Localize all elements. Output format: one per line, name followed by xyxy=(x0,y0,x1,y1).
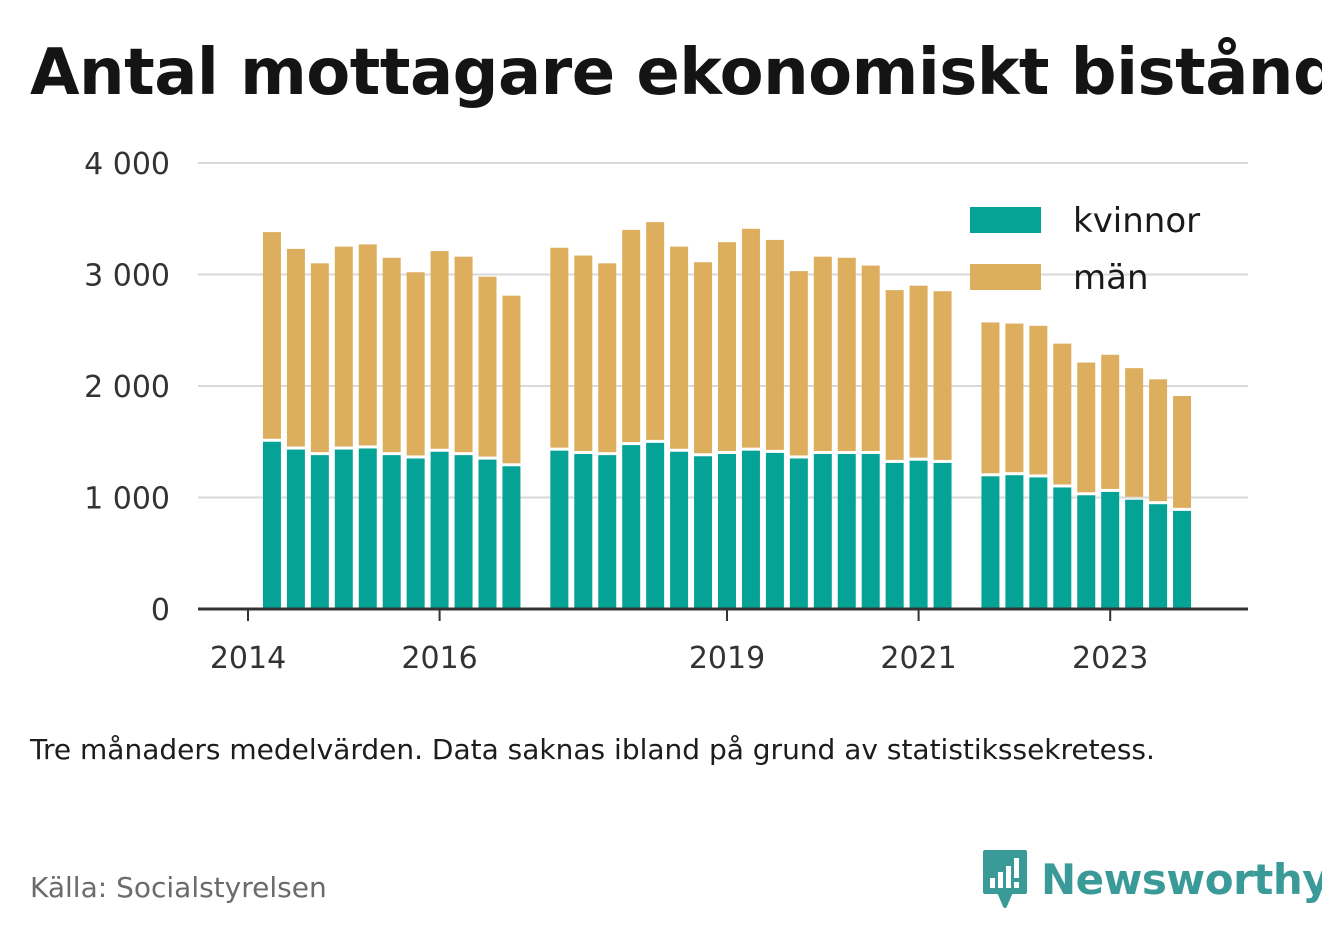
newsworthy-logo-icon xyxy=(983,850,1027,908)
bar-man xyxy=(1053,343,1072,485)
bar-kvinnor xyxy=(430,451,449,609)
bar-kvinnor xyxy=(550,450,569,609)
bar-kvinnor xyxy=(598,455,617,609)
y-tick-label: 4 000 xyxy=(84,147,170,182)
bar-man xyxy=(670,246,689,449)
y-tick-label: 1 000 xyxy=(84,482,170,517)
legend: kvinnor män xyxy=(970,201,1200,298)
bar-kvinnor xyxy=(837,454,856,609)
bar-kvinnor xyxy=(1173,510,1192,609)
bar-kvinnor xyxy=(358,448,377,609)
bar-kvinnor xyxy=(813,454,832,609)
bar-kvinnor xyxy=(670,451,689,609)
bar-man xyxy=(358,244,377,446)
bar-kvinnor xyxy=(1029,477,1048,609)
y-tick-label: 2 000 xyxy=(84,370,170,405)
x-tick-label: 2016 xyxy=(401,641,477,676)
bar-kvinnor xyxy=(334,449,353,609)
bar-man xyxy=(574,255,593,452)
bar-kvinnor xyxy=(981,476,1000,609)
bar-man xyxy=(334,246,353,447)
bar-man xyxy=(765,239,784,450)
bar-man xyxy=(550,247,569,448)
bar-kvinnor xyxy=(286,449,305,609)
legend-label-man: män xyxy=(1073,258,1149,298)
chart-note: Tre månaders medelvärden. Data saknas ib… xyxy=(30,733,1155,766)
y-tick-label: 3 000 xyxy=(84,259,170,294)
bar-man xyxy=(1149,379,1168,502)
bar-kvinnor xyxy=(1053,487,1072,609)
bar-man xyxy=(909,285,928,458)
bar-kvinnor xyxy=(502,466,521,609)
bar-man xyxy=(286,248,305,447)
x-tick-label: 2023 xyxy=(1072,641,1148,676)
bar-man xyxy=(981,322,1000,474)
bar-kvinnor xyxy=(262,441,281,609)
bar-kvinnor xyxy=(1125,499,1144,609)
bar-man xyxy=(406,272,425,456)
bar-man xyxy=(885,290,904,460)
x-tick-label: 2021 xyxy=(880,641,956,676)
bar-kvinnor xyxy=(909,460,928,609)
bar-kvinnor xyxy=(933,462,952,609)
bar-man xyxy=(861,265,880,452)
bar-man xyxy=(933,291,952,460)
bar-kvinnor xyxy=(310,455,329,609)
bar-kvinnor xyxy=(574,454,593,609)
bar-man xyxy=(813,256,832,452)
y-tick-label: 0 xyxy=(151,593,170,628)
bar-kvinnor xyxy=(382,455,401,609)
bar-man xyxy=(741,228,760,448)
bar-kvinnor xyxy=(1101,491,1120,609)
bar-man xyxy=(454,256,473,453)
bar-man xyxy=(1077,362,1096,493)
y-axis-ticks: 0 1 000 2 000 3 000 4 000 xyxy=(84,147,170,628)
bar-man xyxy=(718,242,736,452)
source-text: Källa: Socialstyrelsen xyxy=(30,871,327,904)
bar-man xyxy=(1125,368,1144,497)
bar-man xyxy=(622,229,641,443)
bar-man xyxy=(1101,354,1120,489)
bar-man xyxy=(502,295,521,464)
bar-kvinnor xyxy=(1149,504,1168,609)
bar-kvinnor xyxy=(694,456,713,609)
bar-kvinnor xyxy=(741,450,760,609)
bar-kvinnor xyxy=(1005,475,1024,609)
bar-man xyxy=(694,262,713,454)
bar-kvinnor xyxy=(646,442,665,609)
bar-man xyxy=(598,263,617,453)
bar-man xyxy=(430,251,449,449)
bar-man xyxy=(382,257,401,453)
x-tick-label: 2014 xyxy=(210,641,286,676)
brand-name: Newsworthy xyxy=(1041,854,1322,904)
bar-kvinnor xyxy=(718,454,736,609)
legend-swatch-man xyxy=(970,264,1041,290)
bar-kvinnor xyxy=(454,455,473,609)
bar-man xyxy=(646,222,665,440)
bar-kvinnor xyxy=(406,458,425,609)
bars xyxy=(262,222,1192,609)
bar-kvinnor xyxy=(885,462,904,609)
bar-man xyxy=(1005,323,1024,473)
chart-title: Antal mottagare ekonomiskt bistånd xyxy=(30,36,1322,110)
bar-man xyxy=(789,271,808,456)
bar-man xyxy=(310,263,329,453)
bar-kvinnor xyxy=(765,452,784,609)
bar-man xyxy=(262,232,281,439)
x-tick-label: 2019 xyxy=(689,641,765,676)
bar-man xyxy=(1029,325,1048,475)
bar-kvinnor xyxy=(622,445,641,609)
bar-kvinnor xyxy=(1077,495,1096,609)
bar-kvinnor xyxy=(789,458,808,609)
bar-man xyxy=(478,276,497,457)
bar-kvinnor xyxy=(861,454,880,609)
bar-man xyxy=(837,257,856,452)
x-axis-ticks: 2014 2016 2019 2021 2023 xyxy=(210,609,1148,676)
legend-swatch-kvinnor xyxy=(970,207,1041,233)
bar-man xyxy=(1173,396,1192,508)
brand-logo: Newsworthy xyxy=(981,848,1322,910)
bar-kvinnor xyxy=(478,459,497,609)
legend-label-kvinnor: kvinnor xyxy=(1073,201,1200,241)
